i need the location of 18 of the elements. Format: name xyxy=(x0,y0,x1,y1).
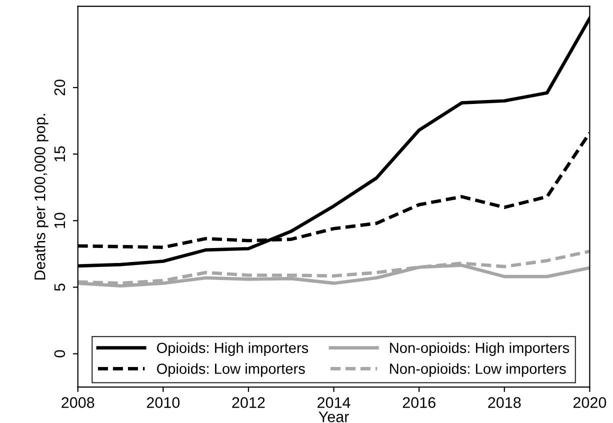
y-tick-label: 15 xyxy=(54,146,66,162)
y-tick-label: 10 xyxy=(54,212,66,228)
x-tick-label: 2018 xyxy=(488,397,521,408)
legend-label: Opioids: Low importers xyxy=(156,363,305,377)
x-tick-label: 2016 xyxy=(402,397,436,408)
legend-label: Non-opioids: High importers xyxy=(390,342,570,356)
y-tick-label: 20 xyxy=(54,80,66,96)
x-axis-title: Year xyxy=(318,412,349,422)
legend-label: Opioids: High importers xyxy=(156,342,308,356)
x-tick-label: 2014 xyxy=(318,397,350,408)
y-tick-label: 0 xyxy=(54,350,66,358)
x-tick-label: 2012 xyxy=(232,397,265,408)
x-tick-label: 2010 xyxy=(146,397,180,408)
x-tick-label: 2020 xyxy=(573,397,606,408)
x-tick-label: 2008 xyxy=(62,397,94,408)
y-axis-title: Deaths per 100,000 pop. xyxy=(34,114,48,280)
legend-label: Non-opioids: Low importers xyxy=(390,363,566,377)
y-tick-label: 5 xyxy=(54,284,66,291)
